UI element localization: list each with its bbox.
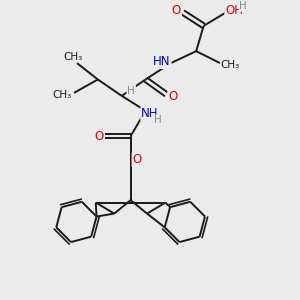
Text: O: O xyxy=(133,153,142,167)
Text: O: O xyxy=(94,130,104,142)
Text: H: H xyxy=(154,115,162,125)
Text: H: H xyxy=(239,1,247,11)
Text: HN: HN xyxy=(153,55,171,68)
Text: OH: OH xyxy=(225,4,243,17)
Text: CH₃: CH₃ xyxy=(64,52,83,61)
Text: CH₃: CH₃ xyxy=(221,60,240,70)
Text: CH₃: CH₃ xyxy=(52,90,72,100)
Text: O: O xyxy=(168,90,178,103)
Text: NH: NH xyxy=(141,107,159,120)
Text: H: H xyxy=(128,85,135,95)
Text: O: O xyxy=(172,4,181,17)
